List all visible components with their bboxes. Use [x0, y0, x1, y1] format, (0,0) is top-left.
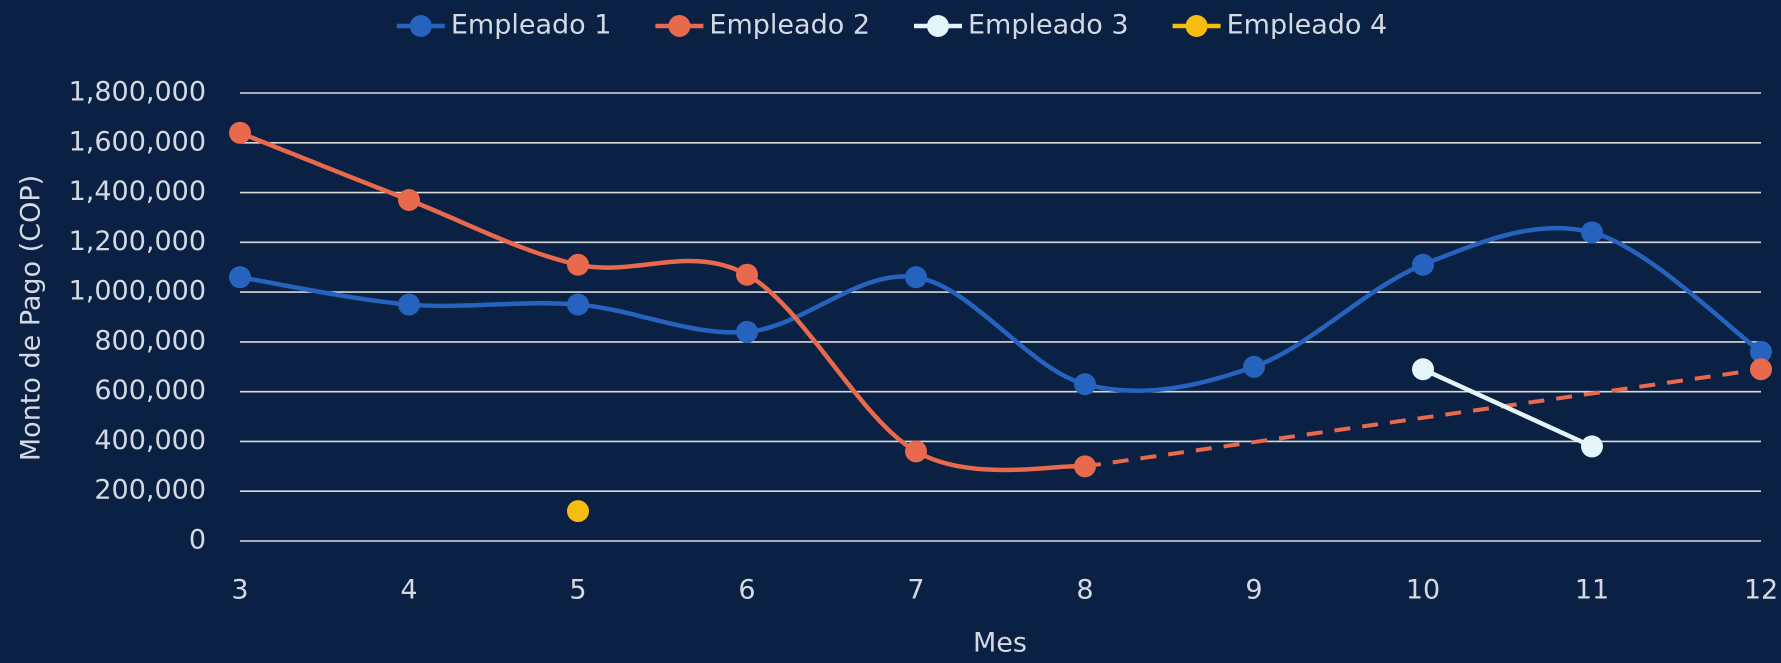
data-point [1750, 340, 1772, 363]
x-tick-label: 11 [1575, 575, 1609, 606]
series-line [239, 130, 1086, 473]
legend-marker [668, 15, 691, 37]
data-point [1074, 455, 1096, 478]
y-tick-label: 1,800,000 [69, 77, 206, 108]
x-tick-label: 9 [1245, 575, 1262, 606]
data-point [229, 266, 251, 289]
y-axis-label: Monto de Pago (COP) [16, 175, 47, 461]
data-point [1412, 358, 1434, 381]
data-point [1581, 435, 1603, 458]
data-point [398, 293, 420, 316]
data-point [1074, 373, 1096, 396]
gap-connector [1084, 367, 1762, 469]
x-tick-label: 3 [231, 575, 248, 606]
y-tick-label: 200,000 [94, 475, 206, 506]
legend-label: Empleado 2 [709, 10, 870, 41]
x-tick-label: 10 [1406, 575, 1440, 606]
data-point [229, 121, 251, 144]
data-point [398, 189, 420, 212]
y-tick-label: 1,200,000 [69, 226, 206, 257]
legend-label: Empleado 1 [451, 10, 612, 41]
legend-label: Empleado 3 [968, 10, 1129, 41]
x-tick-label: 7 [907, 575, 924, 606]
x-tick-label: 5 [569, 575, 586, 606]
x-axis-label: Mes [973, 628, 1027, 659]
data-point [736, 320, 758, 343]
y-tick-label: 600,000 [94, 375, 206, 406]
y-tick-label: 1,400,000 [69, 176, 206, 207]
y-tick-label: 400,000 [94, 425, 206, 456]
y-tick-label: 1,000,000 [69, 276, 206, 307]
x-tick-label: 12 [1744, 575, 1778, 606]
data-point [1581, 221, 1603, 244]
legend-label: Empleado 4 [1227, 10, 1388, 41]
data-point [905, 440, 927, 463]
legend-marker [409, 15, 432, 37]
data-point [567, 293, 589, 316]
data-point [567, 253, 589, 276]
series-line [1422, 367, 1593, 449]
data-point [1412, 253, 1434, 276]
data-point [1750, 358, 1772, 381]
y-tick-label: 0 [189, 525, 206, 556]
data-point [905, 266, 927, 289]
y-tick-label: 1,600,000 [69, 126, 206, 157]
x-tick-label: 6 [738, 575, 755, 606]
y-tick-label: 800,000 [94, 325, 206, 356]
legend-marker [927, 15, 949, 37]
legend-marker [1185, 15, 1208, 37]
data-point [567, 500, 589, 523]
data-point [736, 263, 758, 286]
series-line [239, 225, 1763, 394]
x-tick-label: 8 [1076, 575, 1093, 606]
x-tick-label: 4 [400, 575, 417, 606]
data-point [1243, 355, 1265, 378]
